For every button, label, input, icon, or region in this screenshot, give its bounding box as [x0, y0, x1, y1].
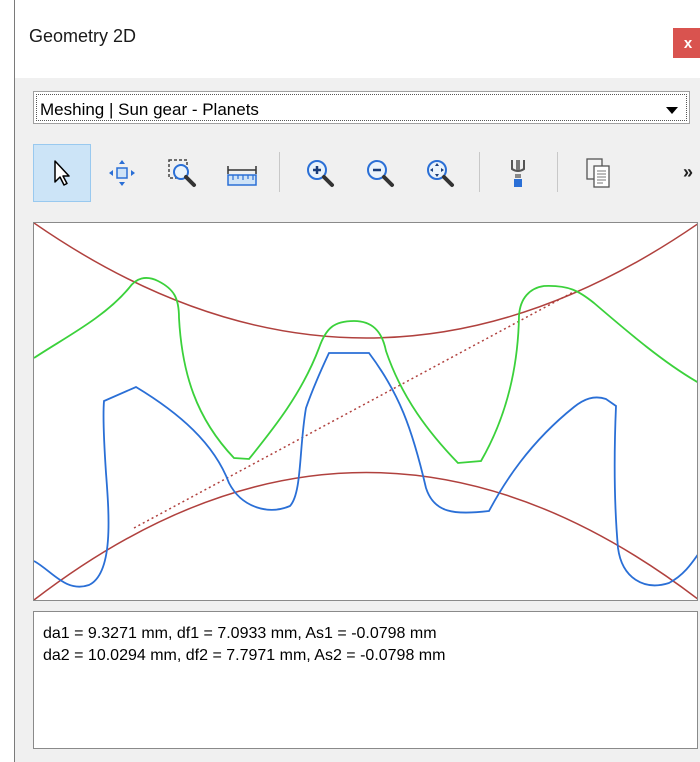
zoom-in-button[interactable] — [291, 144, 349, 202]
select-icon — [54, 160, 70, 186]
line-of-action — [133, 288, 580, 529]
dropdown-value: Meshing | Sun gear - Planets — [40, 100, 259, 119]
planet-gear-profile — [34, 277, 697, 464]
zoom-out-icon — [367, 160, 394, 187]
toolbar-separator — [279, 152, 280, 192]
chevron-down-icon[interactable] — [666, 107, 678, 114]
toolbar-separator — [479, 152, 480, 192]
zoom-window-button[interactable] — [153, 144, 211, 202]
zoom-fit-button[interactable] — [411, 144, 469, 202]
window-title: Geometry 2D — [29, 26, 137, 46]
geometry-2d-window: Geometry 2D x Meshing | Sun gear - Plane… — [14, 0, 700, 762]
tool-button[interactable] — [489, 144, 547, 202]
info-line-gear2: da2 = 10.0294 mm, df2 = 7.7971 mm, As2 =… — [43, 647, 446, 664]
toolbar-separator — [557, 152, 558, 192]
info-line-gear1: da1 = 9.3271 mm, df1 = 7.0933 mm, As1 = … — [43, 625, 437, 642]
gear-meshing-drawing — [34, 223, 697, 600]
close-icon: x — [683, 34, 693, 52]
copy-button[interactable] — [569, 144, 627, 202]
zoom-in-icon — [307, 160, 334, 187]
view-selector-dropdown[interactable]: Meshing | Sun gear - Planets — [33, 91, 690, 124]
title-bar: Geometry 2D x — [15, 0, 700, 78]
planet-tip-circle — [34, 223, 697, 339]
sun-tip-circle — [34, 471, 697, 600]
dropdown-focus-rect: Meshing | Sun gear - Planets — [36, 94, 687, 121]
sun-gear-profile — [34, 352, 697, 588]
toolbar-overflow-button[interactable]: » — [683, 162, 694, 182]
zoom-out-button[interactable] — [351, 144, 409, 202]
close-button[interactable]: x — [673, 28, 700, 58]
copy-icon — [586, 158, 610, 188]
measure-button[interactable] — [213, 144, 271, 202]
zoom-window-icon — [168, 159, 196, 187]
pan-icon — [109, 160, 135, 186]
tool-icon — [511, 160, 525, 187]
zoom-fit-icon — [427, 160, 454, 187]
toolbar: » — [33, 144, 700, 202]
select-button[interactable] — [33, 144, 91, 202]
pan-button[interactable] — [93, 144, 151, 202]
geometry-info-panel: da1 = 9.3271 mm, df1 = 7.0933 mm, As1 = … — [33, 611, 698, 749]
measure-icon — [227, 166, 257, 186]
geometry-canvas[interactable] — [33, 222, 698, 601]
